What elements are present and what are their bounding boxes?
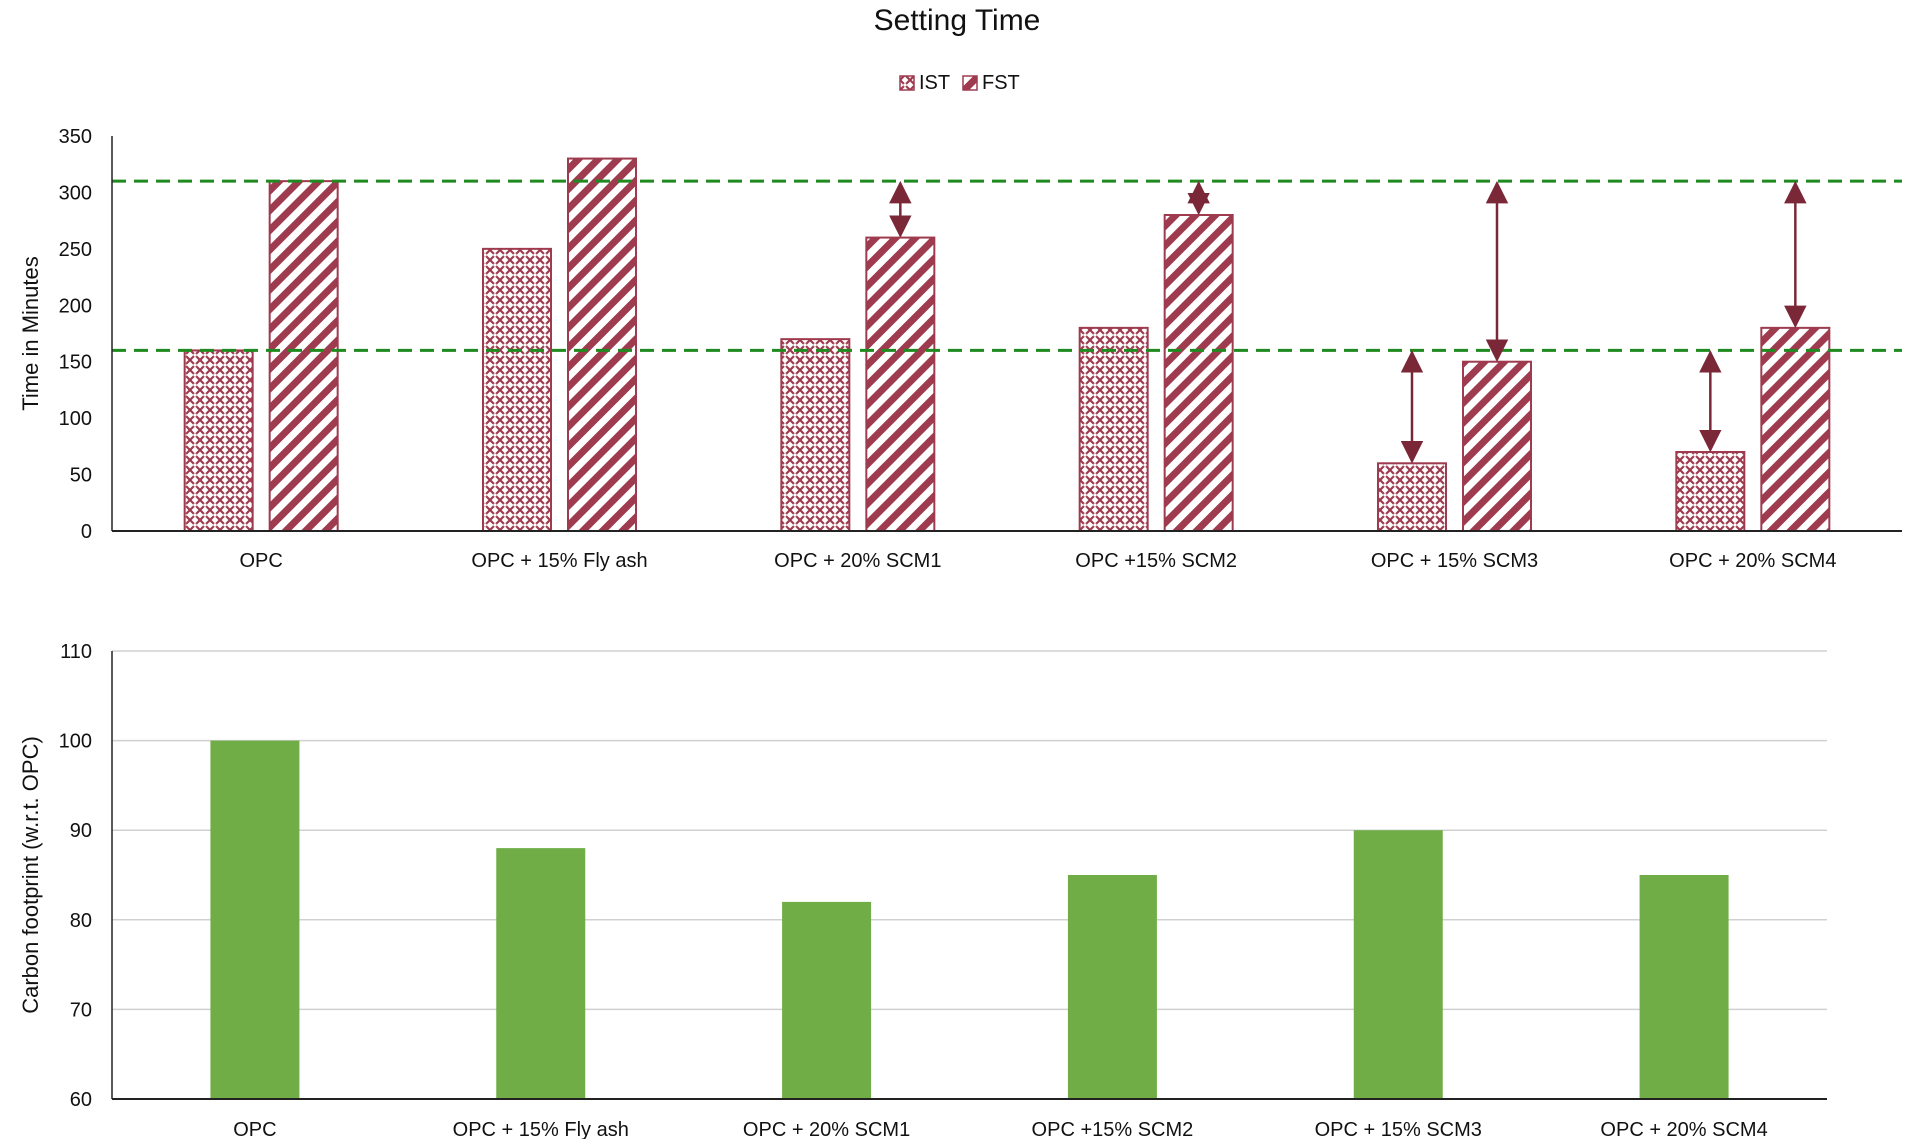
bar-carbon-opc-15-scm3 bbox=[1353, 830, 1443, 1099]
bar-fst-opc-20-scm1 bbox=[865, 236, 936, 532]
bar-fst-opc-15-scm3 bbox=[1462, 360, 1532, 533]
y-tick-label: 90 bbox=[70, 820, 92, 842]
x-category-label: OPC +15% SCM2 bbox=[1032, 1119, 1194, 1139]
y-tick-label: 0 bbox=[81, 521, 92, 543]
y-tick-label: 100 bbox=[59, 731, 92, 753]
x-category-label: OPC + 20% SCM4 bbox=[1600, 1119, 1767, 1139]
x-category-label: OPC + 20% SCM1 bbox=[774, 550, 941, 572]
bar-ist-opc-20-scm4 bbox=[1675, 451, 1746, 532]
y-tick-label: 350 bbox=[59, 126, 92, 148]
bar-fst-opc-15-scm2 bbox=[1163, 214, 1234, 532]
bar-carbon-opc-15-scm2 bbox=[1067, 875, 1157, 1099]
y-axis-title-carbon-footprint: Carbon footprint (w.r.t. OPC) bbox=[18, 736, 43, 1014]
x-category-label: OPC + 15% SCM3 bbox=[1371, 550, 1538, 572]
x-category-label: OPC + 20% SCM4 bbox=[1669, 550, 1836, 572]
bar-ist-opc-15-scm3 bbox=[1377, 462, 1447, 532]
x-category-label: OPC +15% SCM2 bbox=[1075, 550, 1237, 572]
bar-fst-opc bbox=[268, 180, 339, 532]
y-tick-label: 60 bbox=[70, 1089, 92, 1111]
setting-time-chart: Time in Minutes 0 50 100 150 200 250 300 350 OPC O… bbox=[18, 126, 1902, 572]
bar-carbon-opc-20-scm1 bbox=[782, 901, 872, 1099]
y-tick-label: 250 bbox=[59, 239, 92, 261]
x-category-label: OPC + 15% Fly ash bbox=[453, 1119, 629, 1139]
legend-swatch-ist bbox=[899, 75, 915, 91]
x-category-label: OPC bbox=[239, 550, 282, 572]
x-category-label: OPC + 15% Fly ash bbox=[471, 550, 647, 572]
y-tick-label: 70 bbox=[70, 999, 92, 1021]
bar-ist-opc-15-fly-ash bbox=[482, 247, 552, 532]
bar-ist-opc-15-scm2 bbox=[1078, 326, 1149, 532]
bar-fst-opc-20-scm4 bbox=[1760, 326, 1831, 532]
legend: IST FST bbox=[899, 72, 1020, 94]
y-tick-label: 50 bbox=[70, 465, 92, 487]
chart-title: Setting Time bbox=[874, 4, 1041, 37]
legend-label-ist: IST bbox=[919, 72, 950, 94]
carbon-footprint-chart: Carbon footprint (w.r.t. OPC) 60 70 80 90 100… bbox=[18, 641, 1827, 1139]
y-tick-label: 200 bbox=[59, 295, 92, 317]
legend-label-fst: FST bbox=[982, 72, 1020, 94]
bar-ist-opc-20-scm1 bbox=[780, 338, 851, 532]
bar-carbon-opc bbox=[210, 740, 300, 1099]
x-category-label: OPC + 20% SCM1 bbox=[743, 1119, 910, 1139]
bar-carbon-opc-20-scm4 bbox=[1639, 875, 1729, 1099]
bar-fst-opc-15-fly-ash bbox=[567, 157, 637, 532]
x-category-label: OPC bbox=[233, 1119, 276, 1139]
legend-swatch-fst bbox=[962, 75, 978, 91]
y-tick-label: 110 bbox=[60, 641, 92, 663]
bar-ist-opc bbox=[183, 349, 254, 532]
y-tick-label: 300 bbox=[59, 182, 92, 204]
bar-carbon-opc-15-fly-ash bbox=[496, 848, 586, 1099]
y-tick-label: 100 bbox=[59, 408, 92, 430]
y-tick-label: 150 bbox=[59, 352, 92, 374]
y-tick-label: 80 bbox=[70, 910, 92, 932]
y-axis-title-setting-time: Time in Minutes bbox=[18, 256, 43, 410]
x-category-label: OPC + 15% SCM3 bbox=[1315, 1119, 1482, 1139]
